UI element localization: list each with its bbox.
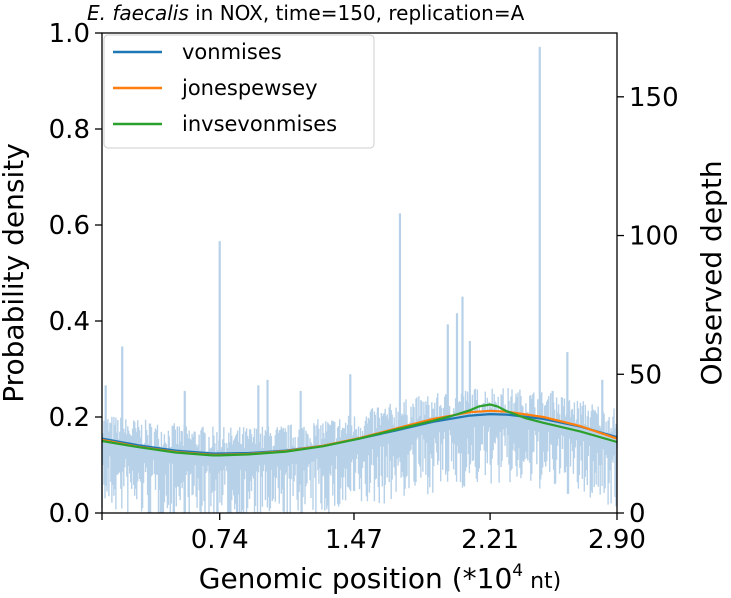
legend: vonmises jonespewsey invsevonmises bbox=[103, 34, 375, 149]
y-right-tick-label-3: 150 bbox=[629, 83, 679, 113]
legend-label-vonmises: vonmises bbox=[182, 40, 282, 64]
title-italic: E. faecalis bbox=[87, 1, 189, 25]
y-right-tick-label-0: 0 bbox=[629, 499, 646, 529]
legend-label-jonespewsey: jonespewsey bbox=[181, 76, 318, 100]
y-right-tick-label-2: 100 bbox=[629, 222, 679, 252]
legend-label-invsevonmises: invsevonmises bbox=[182, 112, 337, 136]
title-rest: in NOX, time=150, replication=A bbox=[189, 1, 525, 25]
x-tick-label-0: 0.74 bbox=[191, 525, 249, 555]
y-right-tick-label-1: 50 bbox=[629, 360, 662, 390]
x-axis-label: Genomic position (*104 nt) bbox=[199, 561, 562, 595]
y-left-tick-label-4: 0.8 bbox=[49, 115, 90, 145]
series-line-invsevonmises bbox=[101, 403, 618, 457]
y-left-axis-ticks: 0.0 0.2 0.4 0.6 0.8 1.0 bbox=[49, 19, 102, 529]
legend-box bbox=[103, 34, 375, 149]
chart-title: E. faecalis in NOX, time=150, replicatio… bbox=[87, 1, 525, 25]
y-left-tick-label-0: 0.0 bbox=[49, 499, 90, 529]
y-right-axis-ticks: 0 50 100 150 bbox=[617, 83, 679, 529]
y-left-axis-label: Probability density bbox=[0, 143, 30, 403]
series-lines bbox=[101, 403, 618, 457]
x-axis-ticks: 0.74 1.47 2.21 2.90 bbox=[101, 513, 646, 555]
x-axis-label-sup: 4 bbox=[512, 561, 523, 581]
y-right-axis-label: Observed depth bbox=[695, 160, 728, 385]
y-left-tick-label-5: 1.0 bbox=[49, 19, 90, 49]
y-left-tick-label-2: 0.4 bbox=[49, 307, 90, 337]
plot-frame bbox=[101, 32, 618, 514]
x-axis-label-unit: nt) bbox=[523, 569, 561, 594]
x-tick-label-3: 2.90 bbox=[588, 525, 646, 555]
y-left-tick-label-1: 0.2 bbox=[49, 403, 90, 433]
y-left-tick-label-3: 0.6 bbox=[49, 211, 90, 241]
x-axis-label-main: Genomic position (*10 bbox=[199, 562, 513, 595]
observed-depth-area bbox=[101, 46, 618, 513]
x-tick-label-1: 1.47 bbox=[325, 525, 383, 555]
x-tick-label-2: 2.21 bbox=[461, 525, 519, 555]
